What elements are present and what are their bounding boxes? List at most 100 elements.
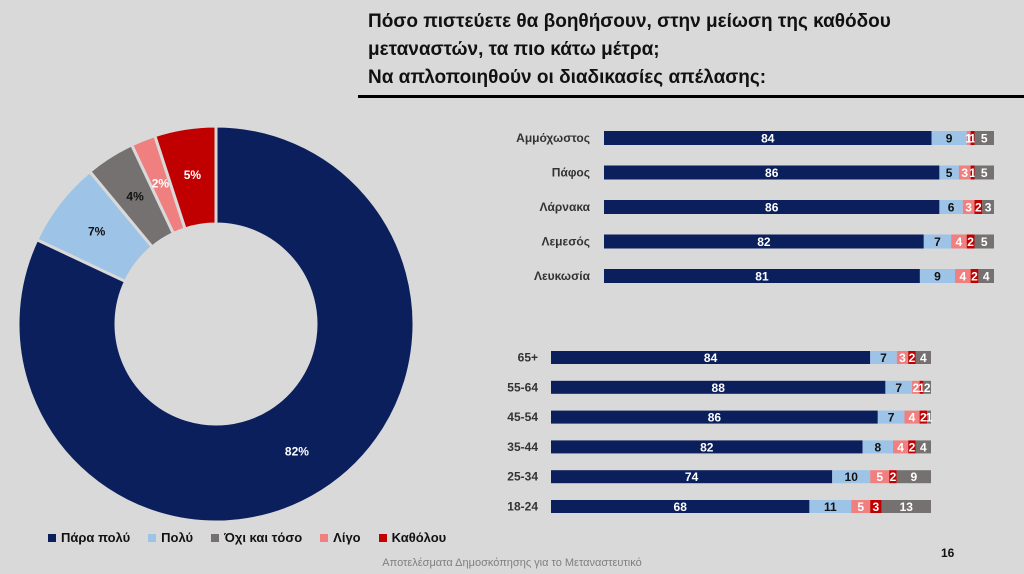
data-label: 1 — [969, 166, 976, 180]
data-label: 86 — [708, 411, 722, 425]
bar-segment — [966, 234, 975, 249]
category-label: Λευκωσία — [534, 269, 591, 283]
category-label: 25-34 — [507, 470, 538, 484]
legend-label: Όχι και τόσο — [224, 530, 303, 545]
data-label: 1 — [918, 381, 925, 395]
legend-item-ochi-kai-toso: Όχι και τόσο — [211, 530, 302, 545]
data-label: 82 — [757, 235, 771, 249]
bar-segment — [939, 200, 963, 214]
data-label: 2 — [924, 381, 931, 395]
data-label: 8 — [874, 440, 881, 454]
bar-segment — [919, 380, 924, 394]
data-label: 11 — [824, 500, 837, 514]
bar-segment — [896, 470, 931, 484]
bar-segment — [896, 351, 909, 364]
legend-swatch — [378, 533, 387, 542]
data-label: 7 — [888, 411, 895, 425]
category-label: 35-44 — [507, 440, 538, 454]
bar-segment — [604, 200, 940, 214]
title-line-3: Να απλοποιηθούν οι διαδικασίες απέλασης: — [368, 67, 767, 88]
bar-segment — [604, 234, 924, 249]
legend-item-poly: Πολύ — [148, 530, 193, 545]
data-label: 4 — [959, 270, 966, 284]
legend-item-katholou: Καθόλου — [378, 530, 446, 545]
data-label: 7 — [934, 235, 941, 249]
data-label: 2 — [909, 351, 916, 365]
bar-segment — [915, 440, 931, 454]
data-label: 5 — [981, 132, 988, 146]
data-label: 7 — [880, 351, 887, 365]
data-label: 4 — [897, 440, 904, 454]
data-label: 2 — [890, 470, 897, 484]
bar-segment — [982, 200, 994, 214]
bar-segment — [551, 380, 886, 394]
legend-item-ligo: Λίγο — [320, 530, 361, 545]
data-label: 6 — [948, 201, 955, 215]
data-label: 7 — [895, 381, 902, 395]
bar-segment — [870, 351, 897, 364]
data-label: 4 — [909, 411, 916, 425]
title-line-1: Πόσο πιστεύετε θα βοηθήσουν, στην μείωση… — [368, 11, 891, 32]
bar-segment — [951, 234, 967, 249]
data-label: 9 — [946, 132, 953, 146]
data-label: 2 — [967, 235, 974, 249]
bar-segment — [974, 234, 994, 249]
bar-segment — [870, 470, 890, 484]
data-label: 3 — [961, 166, 968, 180]
legend: Πάρα πολύ Πολύ Όχι και τόσο Λίγο Καθόλου — [48, 530, 446, 545]
bar-segment — [931, 131, 967, 145]
data-label: 82 — [700, 440, 714, 454]
bar-segment — [551, 351, 871, 364]
bar-segment — [912, 380, 920, 394]
title-underline — [358, 95, 1024, 98]
data-label: 1 — [969, 132, 976, 146]
bar-segment — [919, 269, 955, 283]
bar-segment — [551, 410, 878, 424]
bar-segment — [862, 440, 893, 454]
pie-label: 5% — [184, 168, 202, 182]
bar-segment — [962, 200, 975, 214]
bar-segment — [551, 440, 863, 454]
category-label: 65+ — [518, 351, 538, 365]
bar-segment — [923, 380, 931, 394]
data-label: 13 — [900, 500, 914, 514]
legend-label: Πολύ — [161, 530, 194, 545]
data-label: 3 — [985, 201, 992, 215]
data-label: 68 — [674, 500, 688, 514]
bar-segment — [832, 470, 871, 484]
bar-segment — [889, 470, 897, 484]
bar-segment — [915, 351, 931, 364]
data-label: 3 — [899, 351, 906, 365]
data-label: 4 — [956, 235, 963, 249]
legend-item-para-poly: Πάρα πολύ — [48, 530, 130, 545]
bar-segment — [919, 410, 928, 424]
bar-segment — [851, 500, 871, 513]
data-label: 86 — [765, 201, 779, 215]
bar-segment — [970, 269, 979, 283]
data-label: 3 — [873, 500, 880, 514]
category-label: Πάφος — [552, 166, 590, 180]
data-label: 1 — [926, 411, 933, 425]
bar-segment — [604, 269, 920, 283]
category-label: 45-54 — [507, 410, 538, 424]
data-label: 10 — [845, 470, 859, 484]
category-label: Αμμόχωστος — [516, 131, 590, 145]
bar-segment — [974, 165, 994, 180]
bar-segment — [604, 165, 940, 180]
pie-label: 82% — [285, 444, 309, 458]
bar-segment — [885, 380, 912, 394]
category-label: 18-24 — [507, 500, 538, 514]
data-label: 88 — [712, 381, 726, 395]
data-label: 84 — [761, 132, 775, 146]
bar-segment — [877, 410, 905, 424]
data-label: 5 — [981, 166, 988, 180]
data-label: 4 — [920, 351, 927, 365]
bar-segment — [923, 234, 952, 249]
bar-segment — [958, 165, 971, 180]
data-label: 5 — [876, 470, 883, 484]
bar-segment — [974, 131, 994, 145]
pie-label: 4% — [126, 190, 144, 204]
bar-segment — [881, 500, 931, 513]
data-label: 3 — [965, 201, 972, 215]
